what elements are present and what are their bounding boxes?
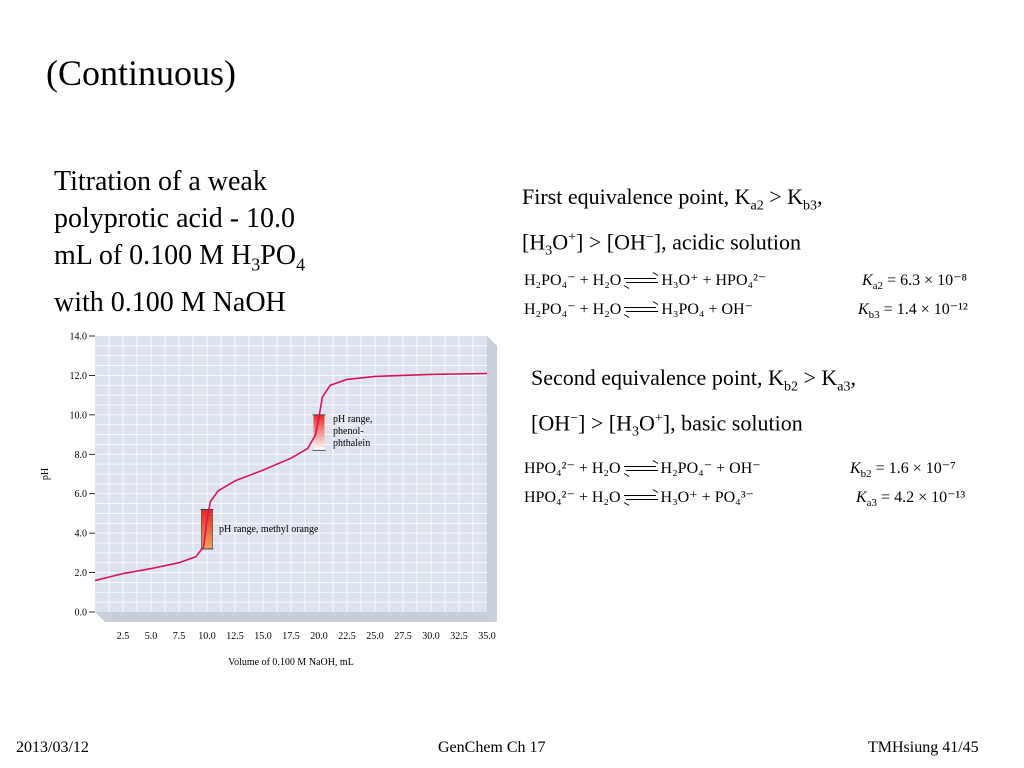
plot-side-panel: [487, 336, 497, 622]
y-tick-label: 0.0: [75, 608, 88, 619]
titration-curve: [94, 372, 488, 582]
page-title: (Continuous): [46, 53, 237, 93]
y-tick-label: 14.0: [70, 332, 88, 343]
x-tick-label: 20.0: [310, 631, 328, 642]
equilibrium-arrow-icon: [623, 489, 658, 507]
phenolphthalein-indicator: [313, 414, 325, 451]
x-tick-label: 22.5: [338, 631, 356, 642]
equation-3: HPO₄²⁻ + H₂O H₂PO₄⁻ + OH⁻: [524, 460, 761, 478]
plot-bottom-panel: [95, 612, 497, 622]
first-equivalence-note: First equivalence point, Ka2 > Kb3, [H3O…: [522, 184, 823, 260]
description-line-1: Titration of a weak: [54, 166, 267, 197]
x-tick-label: 35.0: [478, 631, 496, 642]
y-axis-label: pH: [40, 468, 51, 480]
y-tick-label: 2.0: [75, 568, 88, 579]
second-equivalence-note: Second equivalence point, Kb2 > Ka3, [OH…: [531, 365, 856, 441]
x-tick-label: 32.5: [450, 631, 468, 642]
y-tick-label: 6.0: [75, 489, 88, 500]
equation-4-constant: Ka3 = 4.2 × 10⁻¹³: [856, 489, 966, 510]
x-tick-label: 30.0: [422, 631, 440, 642]
footer-page-number: TMHsiung 41/45: [868, 739, 979, 756]
equation-2-constant: Kb3 = 1.4 × 10⁻¹²: [858, 301, 968, 322]
y-tick-label: 8.0: [75, 450, 88, 461]
titration-chart: 0.0 2.0 4.0 6.0 8.0 10.0 12.0 14.0 2.5 5.0 7.5 10.0…: [40, 332, 497, 668]
indicator-label-line: phenol-: [333, 426, 364, 437]
equilibrium-arrow-icon: [623, 460, 658, 478]
equilibrium-arrow-icon: [624, 301, 659, 319]
equilibrium-arrow-icon: [624, 272, 659, 290]
x-tick-label: 5.0: [145, 631, 158, 642]
x-tick-label: 17.5: [282, 631, 300, 642]
x-tick-label: 2.5: [117, 631, 130, 642]
x-tick-label: 25.0: [366, 631, 384, 642]
equation-3-constant: Kb2 = 1.6 × 10⁻⁷: [850, 460, 956, 481]
description-line-4: with 0.100 M NaOH: [54, 286, 286, 318]
footer-course: GenChem Ch 17: [438, 739, 546, 756]
y-tick-label: 10.0: [70, 410, 88, 421]
x-tick-label: 12.5: [226, 631, 244, 642]
titration-description: Titration of a weak polyprotic acid - 10…: [54, 163, 394, 321]
equation-4: HPO₄²⁻ + H₂O H₃O⁺ + PO₄³⁻: [524, 489, 754, 507]
indicator-label-line: pH range,: [333, 414, 372, 425]
equation-1: H₂PO₄⁻ + H₂O H₃O⁺ + HPO₄²⁻: [524, 272, 767, 290]
y-tick-label: 12.0: [70, 371, 88, 382]
equation-2: H₂PO₄⁻ + H₂O H₃PO₄ + OH⁻: [524, 301, 754, 319]
x-tick-label: 10.0: [198, 631, 216, 642]
description-line-3: mL of 0.100 M H3PO4: [54, 240, 306, 275]
y-tick-label: 4.0: [75, 529, 88, 540]
x-tick-label: 15.0: [254, 631, 272, 642]
x-tick-label: 7.5: [173, 631, 186, 642]
x-axis-label: Volume of 0.100 M NaOH, mL: [228, 657, 354, 668]
footer-date: 2013/03/12: [16, 739, 89, 756]
indicator-label-line: phthalein: [333, 438, 370, 449]
equation-1-constant: Ka2 = 6.3 × 10⁻⁸: [862, 272, 968, 293]
description-line-2: polyprotic acid - 10.0: [54, 203, 296, 234]
x-tick-label: 27.5: [394, 631, 412, 642]
indicator-label: pH range, methyl orange: [219, 524, 319, 535]
